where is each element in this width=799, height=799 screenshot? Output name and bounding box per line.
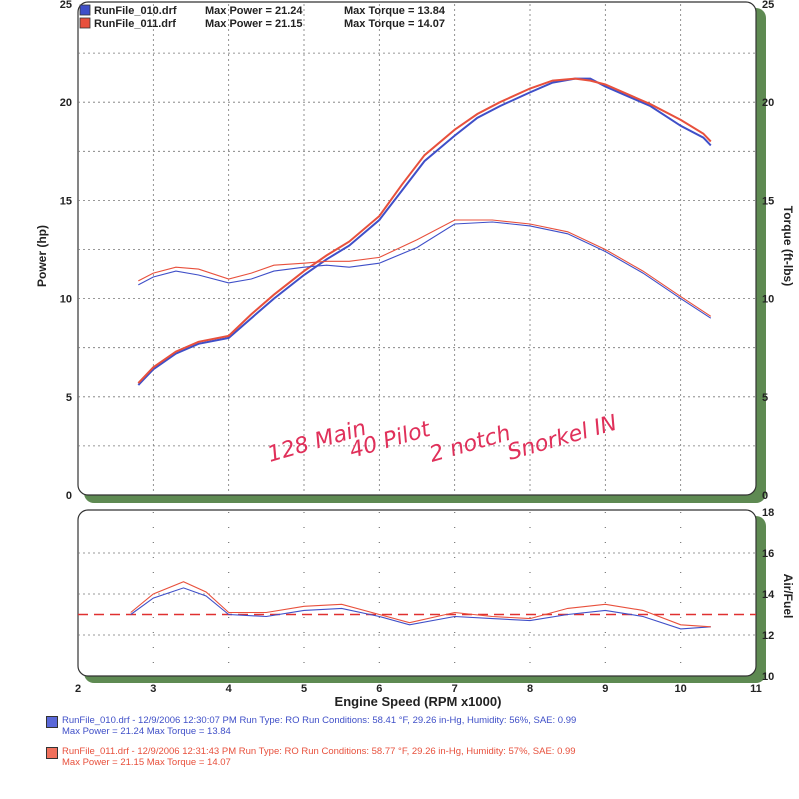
x-tick-label: 5: [301, 683, 307, 695]
series-torque-010: [138, 221, 712, 319]
torque-tick-label: 10: [762, 294, 774, 306]
main-tick-labels: 0 5 10 15 20 25 0 5 10 15 20 25: [60, 0, 775, 502]
x-tick-label: 3: [150, 683, 156, 695]
x-tick-label: 9: [602, 683, 608, 695]
footer-run-010-line1: RunFile_010.drf - 12/9/2006 12:30:07 PM …: [62, 715, 577, 726]
af-tick-label: 14: [762, 589, 775, 601]
legend-swatch-010: [79, 4, 91, 16]
x-tick-labels: 2 3 4 5 6 7 8 9 10 11: [75, 683, 762, 695]
legend: RunFile_010.drf Max Power = 21.24 Max To…: [79, 4, 446, 30]
x-tick-label: 4: [226, 683, 233, 695]
main-panel: [77, 1, 757, 496]
footer-run-011-line2: Max Power = 21.15 Max Torque = 14.07: [62, 757, 231, 768]
x-tick-label: 2: [75, 683, 81, 695]
power-tick-label: 10: [60, 294, 72, 306]
af-tick-label: 18: [762, 507, 774, 519]
footer-swatch-010: [46, 716, 58, 728]
af-tick-label: 16: [762, 548, 774, 560]
legend-power-010: Max Power = 21.24: [205, 5, 303, 17]
legend-run-011: RunFile_011.drf: [94, 18, 176, 30]
power-tick-label: 0: [66, 490, 72, 502]
main-series: [137, 77, 712, 386]
footer-run-010-line2: Max Power = 21.24 Max Torque = 13.84: [62, 726, 231, 737]
torque-tick-label: 20: [762, 97, 774, 109]
x-tick-label: 11: [750, 683, 762, 695]
footer-swatch-011: [46, 747, 58, 759]
power-tick-label: 20: [60, 97, 72, 109]
legend-torque-010: Max Torque = 13.84: [344, 5, 446, 17]
power-axis-title: Power (hp): [35, 225, 49, 287]
x-tick-label: 10: [675, 683, 687, 695]
af-series: [78, 581, 756, 630]
x-tick-label: 7: [452, 683, 458, 695]
series-af-010: [130, 587, 711, 630]
power-tick-label: 15: [60, 195, 72, 207]
legend-run-010: RunFile_010.drf: [94, 5, 177, 17]
af-grid: [78, 512, 756, 674]
legend-swatch-011: [79, 17, 91, 29]
af-axis-title: Air/Fuel: [781, 574, 795, 619]
series-af-011: [130, 581, 711, 628]
torque-tick-label: 25: [762, 0, 774, 11]
legend-power-011: Max Power = 21.15: [205, 18, 303, 30]
footer-run-010: RunFile_010.drf - 12/9/2006 12:30:07 PM …: [46, 715, 577, 737]
footer-run-011-line1: RunFile_011.drf - 12/9/2006 12:31:43 PM …: [62, 746, 576, 757]
legend-torque-011: Max Torque = 14.07: [344, 18, 445, 30]
torque-tick-label: 15: [762, 195, 774, 207]
series-power-011: [137, 77, 712, 384]
x-tick-label: 6: [376, 683, 382, 695]
x-axis-title: Engine Speed (RPM x1000): [335, 694, 502, 709]
af-tick-label: 12: [762, 630, 774, 642]
af-panel: [77, 509, 757, 677]
af-tick-label: 10: [762, 671, 774, 683]
torque-tick-label: 0: [762, 490, 768, 502]
af-tick-labels: 10 12 14 16 18: [762, 507, 775, 683]
power-tick-label: 25: [60, 0, 72, 11]
series-torque-011: [138, 219, 712, 317]
series-power-010: [137, 77, 712, 386]
torque-tick-label: 5: [762, 392, 768, 404]
footer-run-011: RunFile_011.drf - 12/9/2006 12:31:43 PM …: [46, 746, 576, 768]
x-tick-label: 8: [527, 683, 533, 695]
torque-axis-title: Torque (ft-lbs): [781, 206, 795, 286]
power-tick-label: 5: [66, 392, 72, 404]
